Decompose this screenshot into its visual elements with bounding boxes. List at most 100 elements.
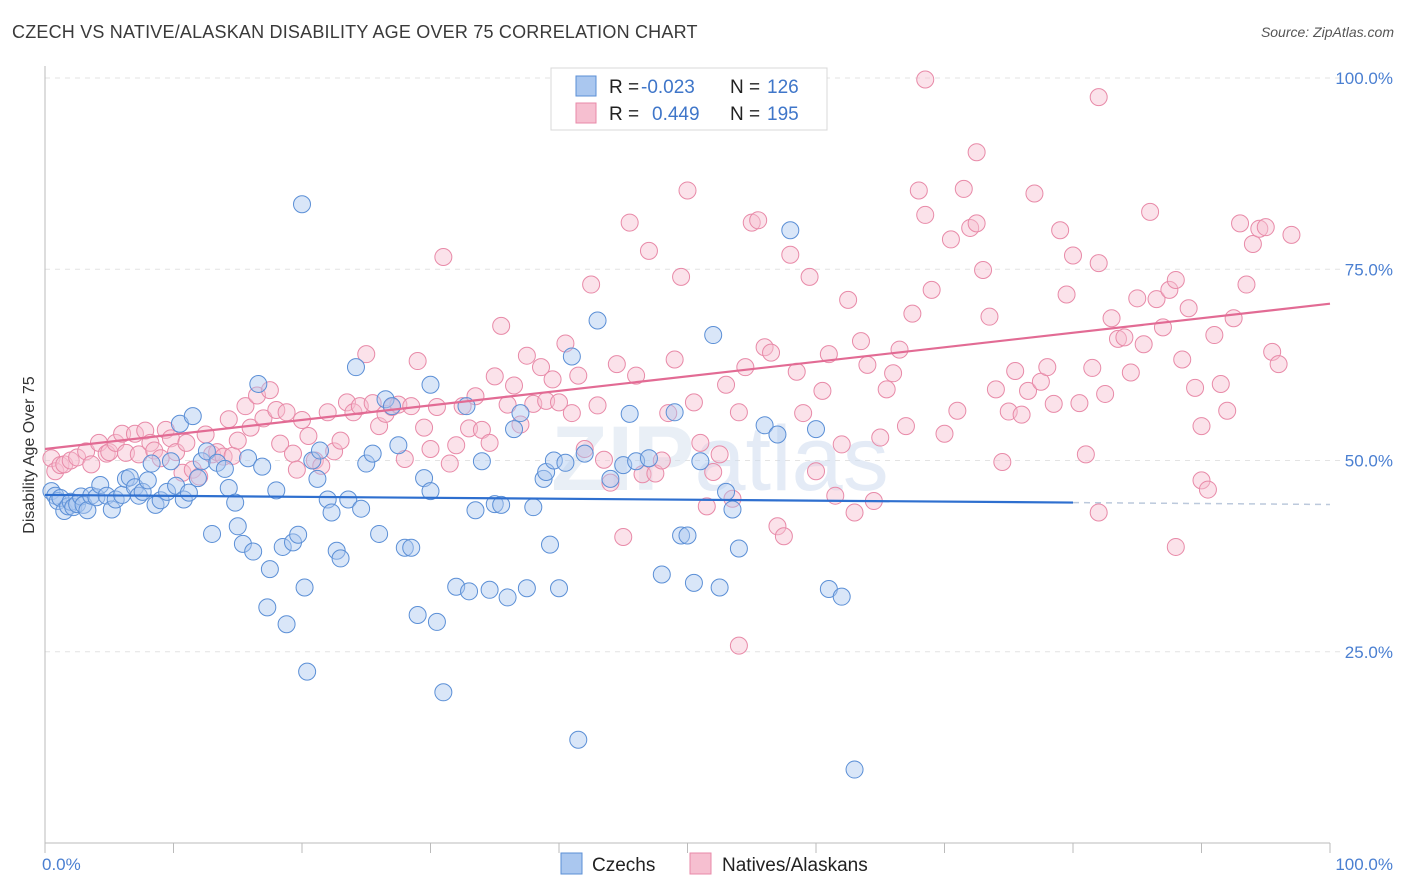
point-czechs [102,500,121,519]
point-natives [1076,445,1095,464]
point-natives [1179,299,1198,318]
watermark: ZIPatlas [551,408,888,510]
point-czechs [556,453,575,472]
point-natives [877,380,896,399]
point-natives [729,403,748,422]
point-natives [1186,378,1205,397]
point-czechs [120,468,139,487]
point-natives [1083,358,1102,377]
point-natives [408,352,427,371]
point-czechs [678,526,697,545]
legend-swatch-czechs [575,75,597,97]
point-natives [151,449,170,468]
point-natives [1006,361,1025,380]
legend-r-value-2: 0.449 [652,104,700,125]
point-natives [1134,335,1153,354]
point-czechs [192,452,211,471]
point-czechs [233,534,252,553]
point-czechs [215,459,234,478]
point-natives [916,205,935,224]
grid-lines [45,77,1340,653]
point-natives [935,424,954,443]
point-natives [1224,309,1243,328]
point-natives [82,455,101,474]
point-czechs [310,441,329,460]
point-czechs [755,416,774,435]
point-czechs [524,498,543,517]
point-natives [620,213,639,232]
point-natives [1198,480,1217,499]
point-czechs [466,501,485,520]
trend-line-czechs [44,493,1074,504]
point-czechs [389,436,408,455]
point-czechs [249,375,268,393]
point-natives [1192,471,1211,490]
point-czechs [588,311,607,330]
point-natives [781,245,800,264]
point-czechs [485,495,504,514]
point-czechs [402,538,421,557]
x-tick-labels: 0.0% 100.0% [42,855,1393,874]
point-czechs [460,582,479,601]
point-natives [1064,246,1082,265]
point-natives [1231,214,1250,233]
point-czechs [142,454,161,473]
point-natives [1038,358,1057,377]
point-czechs [492,495,511,514]
y-tick-label: 25.0% [1345,643,1393,662]
point-natives [614,528,633,546]
point-czechs [569,730,588,749]
source-label: Source: ZipAtlas.com [1260,24,1394,40]
point-natives [1237,275,1256,294]
point-natives [447,436,466,455]
point-natives [723,489,742,508]
point-czechs [331,549,350,568]
point-natives [1173,350,1192,369]
point-natives [1160,280,1179,299]
point-czechs [472,452,491,471]
point-natives [986,380,1005,399]
point-natives [787,362,806,381]
point-natives [1025,184,1044,203]
legend-n-label-1: N = [730,77,760,98]
point-czechs [289,525,308,544]
y-tick-label: 75.0% [1345,260,1393,279]
point-natives [485,367,504,386]
point-natives [871,428,890,447]
point-czechs [382,397,401,416]
point-natives [260,381,279,400]
point-czechs [415,469,434,488]
point-natives [607,355,626,374]
legend-n-value-2: 195 [767,104,799,125]
point-natives [427,397,446,416]
y-axis-title: Disability Age Over 75 [21,376,38,534]
point-czechs [498,588,517,607]
point-natives [208,443,227,462]
point-natives [672,267,691,286]
point-czechs [691,452,710,471]
point-natives [922,280,941,299]
point-czechs [517,579,536,598]
point-natives [736,358,755,377]
point-natives [768,517,787,536]
bottom-legend: Czechs Natives/Alaskans [560,852,868,876]
point-natives [1205,326,1224,345]
point-natives [1102,309,1121,328]
point-natives [594,450,613,469]
point-natives [858,355,877,374]
point-czechs [267,481,286,500]
point-czechs [562,347,581,366]
point-natives [909,181,928,200]
point-czechs [260,560,279,579]
point-czechs [421,375,440,394]
y-tick-label: 50.0% [1345,452,1393,471]
point-czechs [308,469,327,488]
point-czechs [541,535,560,554]
point-natives [774,527,793,546]
point-czechs [768,425,787,444]
point-czechs [370,524,389,543]
point-natives [254,409,273,428]
point-czechs [408,606,427,625]
point-natives [440,454,459,473]
point-natives [357,345,376,364]
